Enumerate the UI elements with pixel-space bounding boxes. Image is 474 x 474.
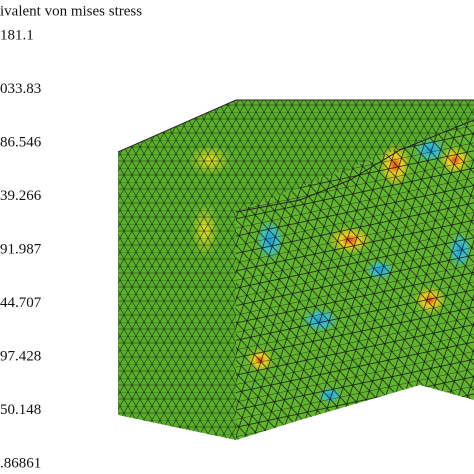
legend-label: 91.987	[0, 241, 42, 257]
legend-label: 86.546	[0, 134, 42, 150]
model	[117, 99, 474, 440]
legend-label: 033.83	[0, 81, 41, 97]
legend-label: 39.266	[0, 188, 42, 204]
legend-label: 97.428	[0, 348, 41, 364]
legend-label: 50.148	[0, 402, 41, 418]
legend-title: ivalent von mises stress	[0, 3, 142, 19]
legend-label: 44.707	[0, 295, 42, 311]
legend: 181.1 033.83 86.546 39.266 91.987 44.707 97.42…	[0, 27, 42, 471]
legend-label: 181.1	[0, 27, 34, 43]
legend-label: .86861	[0, 455, 41, 471]
